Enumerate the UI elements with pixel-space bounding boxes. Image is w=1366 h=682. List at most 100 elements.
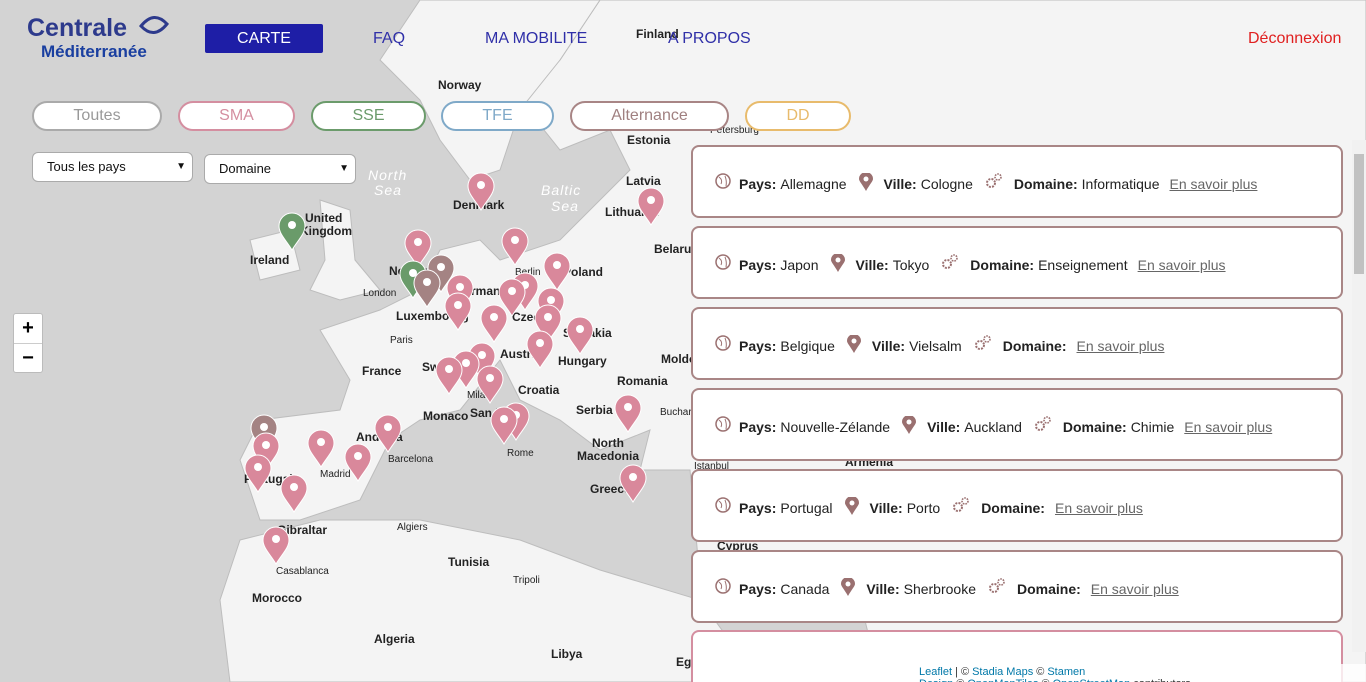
map-label: Romania [617, 374, 668, 388]
map-marker[interactable] [252, 432, 280, 471]
marker-dot [317, 438, 325, 446]
map-marker[interactable] [444, 292, 472, 331]
attribution-link[interactable]: OpenStreetMap [1053, 678, 1131, 682]
map-label: Hungary [558, 354, 607, 368]
map-label: Paris [390, 335, 413, 346]
more-link[interactable]: En savoir plus [1184, 418, 1273, 435]
map-label: North [592, 436, 624, 450]
map-marker[interactable] [526, 330, 554, 369]
map-marker[interactable] [614, 394, 642, 433]
marker-dot [423, 278, 431, 286]
map-label: Greece [590, 482, 631, 496]
more-link[interactable]: En savoir plus [1137, 256, 1226, 273]
map-label: Cyprus [717, 539, 759, 553]
map-marker[interactable] [534, 304, 562, 343]
result-card: Pays: Allemagne Ville: Cologne Domaine: Infor… [691, 145, 1343, 218]
globe-icon [715, 254, 731, 270]
zoom-in[interactable]: + [14, 314, 42, 344]
map-label: Kingdom [300, 224, 352, 238]
country-select[interactable]: Tous les pays ▼ [32, 152, 193, 182]
logout-link[interactable]: Déconnexion [1248, 30, 1342, 47]
map-marker[interactable] [307, 429, 335, 468]
map-marker[interactable] [543, 252, 571, 291]
domain-value: Enseignement [1038, 256, 1128, 273]
logo-icon [139, 16, 169, 34]
marker-shape [344, 443, 372, 482]
map-marker[interactable] [467, 172, 495, 211]
nav-link[interactable]: FAQ [373, 30, 406, 47]
more-link[interactable]: En savoir plus [1054, 499, 1143, 516]
scrollbar-thumb[interactable] [1354, 154, 1364, 274]
marker-shape [534, 304, 562, 343]
globe-icon-svg [715, 335, 731, 351]
filter-pill[interactable]: TFE [441, 101, 554, 131]
marker-dot [437, 263, 445, 271]
domain-select[interactable]: Domaine ▼ [204, 154, 356, 184]
map-marker[interactable] [435, 356, 463, 395]
map-marker[interactable] [566, 316, 594, 355]
attribution-link[interactable]: Leaflet [919, 666, 953, 678]
map-label: Monaco [423, 409, 468, 423]
marker-shape [480, 304, 508, 343]
country-value: Belgique [780, 337, 835, 354]
result-card: Pays: Nouvelle-Zélande Ville: Auckland Domai… [691, 388, 1343, 461]
marker-dot [477, 181, 485, 189]
city-icon [830, 254, 845, 272]
marker-dot [462, 359, 470, 367]
nav-link[interactable]: A PROPOS [668, 30, 751, 47]
city-icon [902, 416, 917, 434]
city-icon [841, 578, 856, 596]
city-icon-svg [830, 254, 845, 272]
map-marker[interactable] [619, 464, 647, 503]
map-marker[interactable] [480, 304, 508, 343]
map-marker[interactable] [476, 365, 504, 404]
marker-shape [637, 187, 665, 226]
map-label: Sea [551, 198, 579, 214]
logo[interactable]: Centrale Méditerranée [27, 14, 172, 64]
country-label: Pays: [739, 580, 777, 597]
map-label: Sea [374, 182, 402, 198]
filter-pill[interactable]: DD [745, 101, 851, 131]
map-marker[interactable] [501, 227, 529, 266]
map-marker[interactable] [262, 526, 290, 565]
nav-link[interactable]: MA MOBILITE [485, 30, 588, 47]
nav-button-active[interactable]: CARTE [205, 24, 323, 53]
filter-pill[interactable]: SSE [311, 101, 426, 131]
attribution-link[interactable]: OpenMapTiles [967, 678, 1038, 682]
marker-dot [454, 301, 462, 309]
select-arrow: ▼ [176, 161, 186, 172]
country-label: Pays: [739, 418, 777, 435]
domain-label: Domaine: [1002, 337, 1067, 354]
more-link[interactable]: En savoir plus [1169, 175, 1258, 192]
domain-icon [952, 497, 970, 513]
map-marker[interactable] [244, 454, 272, 493]
attribution: Leaflet| ©Stadia Maps©Stamen Design©Open… [915, 664, 1366, 682]
zoom-out[interactable]: − [22, 347, 34, 369]
marker-dot [409, 269, 417, 277]
map-marker[interactable] [637, 187, 665, 226]
filter-pill[interactable]: Toutes [32, 101, 162, 131]
filter-pill[interactable]: SMA [178, 101, 295, 131]
marker-dot [553, 261, 561, 269]
scrollbar[interactable] [1352, 140, 1366, 652]
more-link[interactable]: En savoir plus [1076, 337, 1165, 354]
attribution-link[interactable]: Stadia Maps [972, 666, 1034, 678]
more-link[interactable]: En savoir plus [1090, 580, 1179, 597]
globe-icon [715, 578, 731, 594]
map-marker[interactable] [374, 414, 402, 453]
logo-line2: Méditerranée [41, 42, 147, 61]
city-icon [846, 335, 861, 353]
attribution-link[interactable]: Stamen Design [919, 666, 1086, 682]
map-marker[interactable] [413, 269, 441, 308]
domain-label: Domaine: [970, 256, 1035, 273]
map-marker[interactable] [404, 229, 432, 268]
map-marker[interactable] [344, 443, 372, 482]
map-label: Berlin [515, 267, 541, 278]
map-marker[interactable] [280, 474, 308, 513]
map-marker[interactable] [278, 212, 306, 251]
map-marker[interactable] [490, 406, 518, 445]
marker-dot [260, 423, 268, 431]
filter-pill[interactable]: Alternance [570, 101, 729, 131]
domain-value: Informatique [1081, 175, 1160, 192]
map-marker[interactable] [498, 278, 526, 317]
